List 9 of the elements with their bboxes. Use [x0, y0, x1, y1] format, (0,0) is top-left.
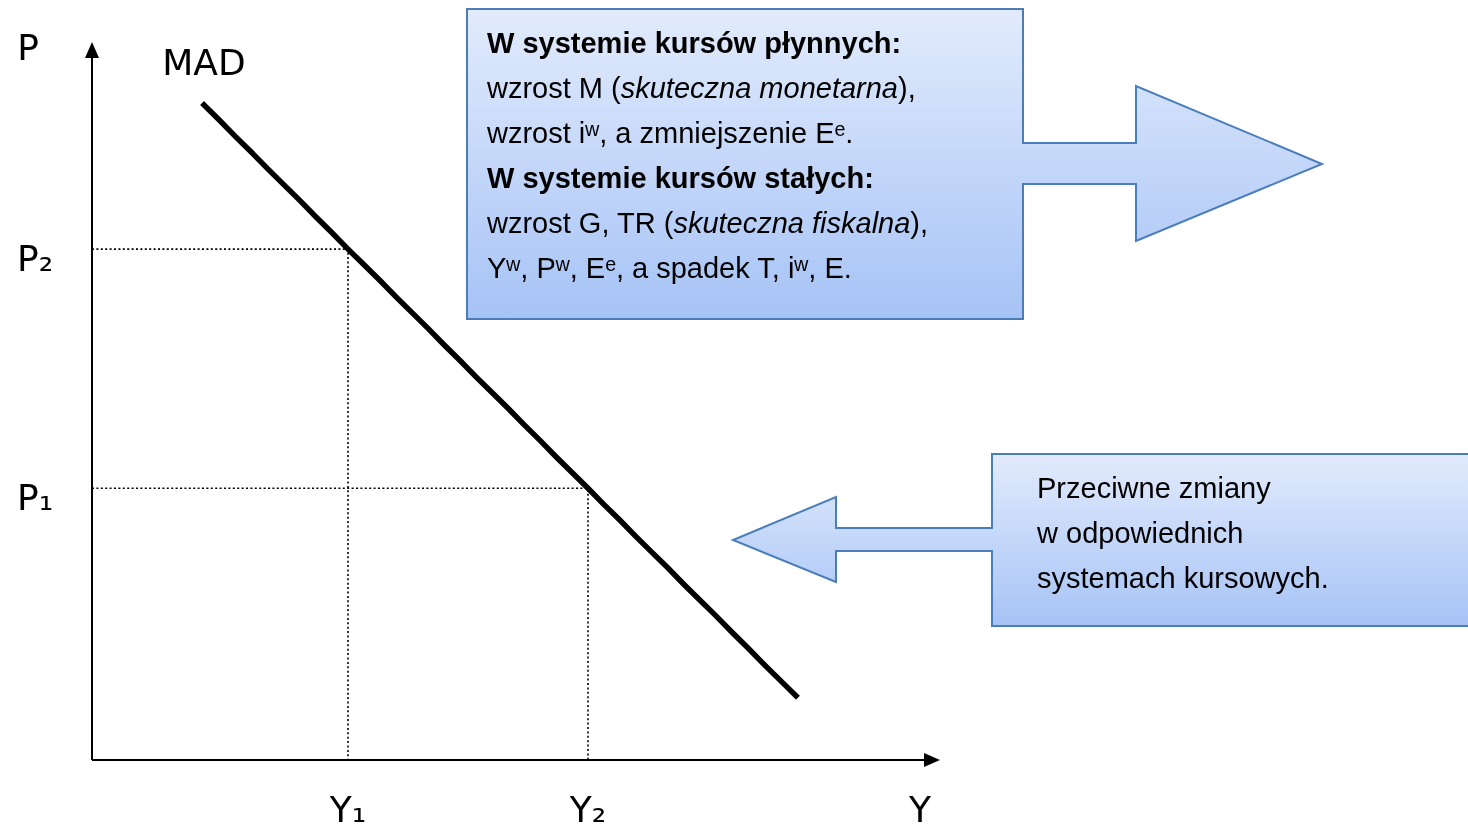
- x-axis-title: Y: [908, 789, 932, 830]
- text: P₁: [16, 477, 54, 519]
- x-tick-label: Y₁: [328, 789, 367, 830]
- legend-label: MAD: [162, 42, 246, 83]
- text: W systemie kursów płynnych: wzrost M (skuteczna monetarna), wzrost iʷ, a zmniejszenie Eᵉ. W systemie kursów stałych: wzrost G, TR (skuteczna fiskalna), Yʷ, Pʷ, Eᵉ, a spadek T, iʷ, E.: [487, 27, 929, 284]
- y-axis-title: P: [17, 27, 39, 68]
- text: P₂: [16, 238, 54, 280]
- x-tick-label: Y₂: [568, 789, 607, 830]
- text: Przeciwne zmiany w odpowiednich systemach kursowych.: [1036, 472, 1329, 594]
